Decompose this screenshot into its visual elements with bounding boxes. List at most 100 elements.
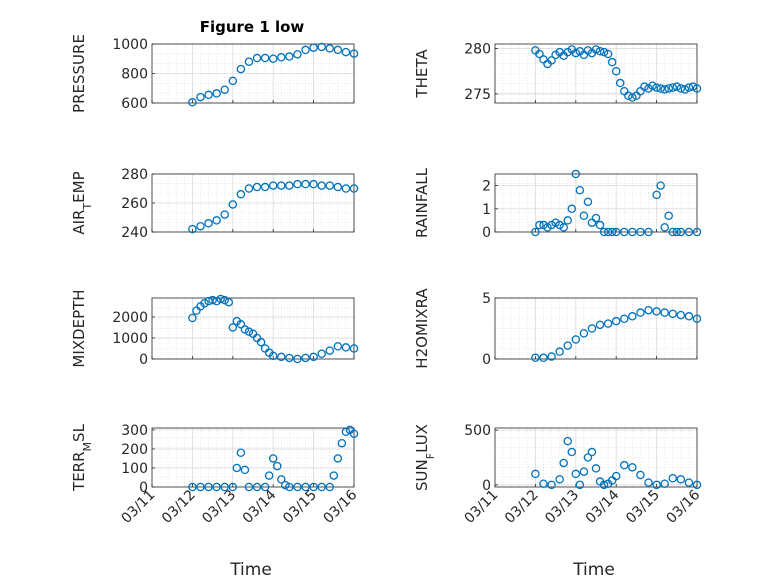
data-point	[244, 184, 254, 193]
data-point	[272, 461, 282, 471]
data-point	[277, 181, 286, 190]
data-point	[676, 84, 686, 93]
x-tick-label: 03/15	[623, 487, 663, 527]
data-point	[615, 78, 625, 88]
panel-h2omixra: 0 5 H2OMIXRA	[413, 288, 702, 369]
data-point	[531, 227, 540, 237]
data-point	[656, 181, 665, 190]
axes-box	[494, 173, 698, 233]
data-point	[252, 482, 262, 492]
data-point	[563, 216, 572, 225]
data-point	[268, 351, 278, 361]
data-point	[571, 335, 581, 344]
y-tick-label: 280	[121, 167, 148, 183]
y-tick-label: 100	[121, 461, 148, 477]
data-point	[636, 227, 645, 237]
data-point	[341, 47, 351, 57]
data-point	[260, 482, 270, 492]
panel-pressure: 600 800 1000 PRESSURE	[70, 34, 359, 113]
data-point	[244, 482, 254, 492]
data-point	[652, 307, 661, 316]
data-point	[607, 57, 617, 67]
data-point	[587, 447, 597, 457]
data-point	[575, 480, 585, 490]
data-point	[539, 353, 548, 363]
x-tick-label: 03/16	[664, 487, 704, 527]
data-point	[664, 84, 673, 93]
y-tick-label: 0	[139, 352, 148, 368]
data-point	[268, 181, 278, 190]
y-tick-label: 0	[482, 478, 491, 494]
data-point	[644, 478, 653, 487]
data-point	[268, 454, 278, 463]
data-point	[668, 474, 678, 483]
data-point	[309, 43, 318, 52]
y-tick-label: 1000	[112, 331, 148, 347]
y-axis-label-sun_flux: SUNFLUX	[413, 424, 437, 491]
data-point	[188, 313, 197, 323]
data-point	[317, 181, 326, 190]
y-tick-label: 240	[121, 225, 148, 241]
data-point	[652, 190, 661, 200]
data-point	[325, 44, 335, 53]
data-point	[684, 83, 694, 92]
data-point	[293, 50, 302, 59]
data-point	[333, 454, 343, 463]
data-point	[688, 82, 698, 91]
data-point	[555, 347, 564, 356]
y-axis-label-air_temp: AIRTEMP	[70, 171, 94, 234]
data-point	[591, 45, 601, 54]
x-tick-label: 03/13	[199, 487, 239, 527]
x-axis-title-right: Time	[572, 560, 615, 580]
data-point	[620, 460, 629, 470]
data-point	[204, 90, 213, 100]
data-point	[591, 213, 601, 223]
data-point	[676, 310, 686, 320]
data-point	[329, 471, 339, 480]
axes-box	[494, 43, 698, 104]
data-point	[260, 182, 270, 192]
data-point	[309, 179, 318, 189]
data-point	[539, 479, 548, 488]
data-point	[309, 352, 318, 362]
data-point	[196, 221, 205, 231]
data-point	[317, 349, 326, 358]
data-point	[228, 200, 238, 209]
data-point	[317, 482, 326, 492]
data-point	[204, 219, 213, 228]
data-point	[268, 54, 278, 64]
data-point	[595, 220, 605, 230]
y-axis-label-pressure: PRESSURE	[70, 34, 88, 113]
y-axis-label-theta: THETA	[413, 49, 431, 99]
data-point	[684, 227, 694, 237]
x-axis-title-left: Time	[229, 560, 272, 580]
data-point	[277, 352, 286, 362]
data-point	[244, 327, 254, 336]
data-point	[668, 83, 678, 92]
data-point	[656, 84, 665, 93]
data-point	[648, 81, 657, 91]
data-point	[236, 64, 246, 74]
data-point	[317, 42, 326, 52]
data-point	[563, 341, 572, 350]
data-point	[531, 469, 540, 479]
data-point	[571, 48, 581, 58]
data-point	[672, 227, 682, 237]
data-point	[571, 469, 581, 479]
data-point	[240, 465, 250, 475]
data-point	[607, 227, 617, 237]
y-tick-label: 600	[121, 96, 148, 112]
data-point	[196, 482, 205, 492]
data-point	[603, 319, 613, 328]
data-point	[628, 93, 637, 102]
data-point	[692, 480, 702, 490]
data-point	[660, 308, 669, 317]
data-point	[611, 66, 621, 76]
figure-title: Figure 1 low	[200, 18, 305, 36]
y-tick-label: 275	[464, 87, 491, 103]
data-point	[220, 482, 229, 492]
data-point	[620, 314, 629, 323]
data-point	[620, 227, 629, 237]
data-point	[228, 482, 238, 492]
